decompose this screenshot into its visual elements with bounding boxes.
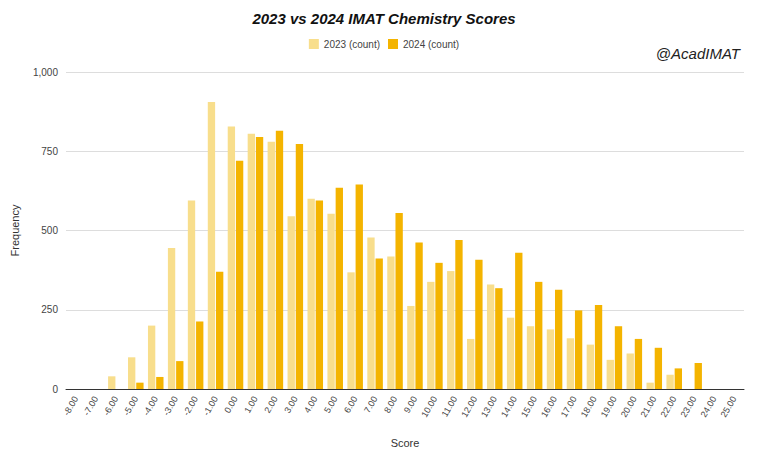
svg-text:-4.00: -4.00 bbox=[141, 394, 160, 417]
svg-text:500: 500 bbox=[41, 225, 58, 236]
svg-text:-5.00: -5.00 bbox=[121, 394, 140, 417]
svg-text:-7.00: -7.00 bbox=[81, 394, 100, 417]
svg-text:10.00: 10.00 bbox=[419, 394, 439, 418]
svg-text:12.00: 12.00 bbox=[459, 394, 479, 418]
svg-text:250: 250 bbox=[41, 304, 58, 315]
svg-text:4.00: 4.00 bbox=[302, 394, 319, 414]
svg-text:25.00: 25.00 bbox=[718, 394, 738, 418]
svg-text:2023 vs 2024 IMAT Chemistry Sc: 2023 vs 2024 IMAT Chemistry Scores bbox=[251, 10, 515, 27]
svg-text:750: 750 bbox=[41, 146, 58, 157]
svg-text:Frequency: Frequency bbox=[9, 204, 21, 256]
svg-text:15.00: 15.00 bbox=[519, 394, 539, 418]
svg-text:0.00: 0.00 bbox=[222, 394, 239, 414]
svg-text:@AcadIMAT: @AcadIMAT bbox=[656, 45, 742, 62]
svg-text:23.00: 23.00 bbox=[679, 394, 699, 418]
svg-text:22.00: 22.00 bbox=[659, 394, 679, 418]
svg-text:6.00: 6.00 bbox=[342, 394, 359, 414]
svg-text:1,000: 1,000 bbox=[33, 67, 58, 78]
svg-text:17.00: 17.00 bbox=[559, 394, 579, 418]
svg-text:0: 0 bbox=[52, 384, 58, 395]
svg-text:9.00: 9.00 bbox=[402, 394, 419, 414]
svg-text:8.00: 8.00 bbox=[382, 394, 399, 414]
svg-text:14.00: 14.00 bbox=[499, 394, 519, 418]
svg-text:5.00: 5.00 bbox=[322, 394, 339, 414]
svg-text:19.00: 19.00 bbox=[599, 394, 619, 418]
svg-text:Score: Score bbox=[391, 437, 420, 449]
svg-text:-8.00: -8.00 bbox=[61, 394, 80, 417]
svg-text:11.00: 11.00 bbox=[440, 394, 460, 418]
svg-text:-1.00: -1.00 bbox=[201, 394, 220, 417]
svg-text:16.00: 16.00 bbox=[539, 394, 559, 418]
svg-text:2023 (count): 2023 (count) bbox=[324, 39, 380, 50]
svg-text:2.00: 2.00 bbox=[262, 394, 279, 414]
svg-text:21.00: 21.00 bbox=[639, 394, 659, 418]
svg-text:2024 (count): 2024 (count) bbox=[403, 39, 459, 50]
svg-text:1.00: 1.00 bbox=[242, 394, 259, 414]
svg-text:-3.00: -3.00 bbox=[161, 394, 180, 417]
svg-text:-6.00: -6.00 bbox=[101, 394, 120, 417]
svg-text:7.00: 7.00 bbox=[362, 394, 379, 414]
svg-text:3.00: 3.00 bbox=[282, 394, 299, 414]
svg-text:20.00: 20.00 bbox=[619, 394, 639, 418]
svg-text:13.00: 13.00 bbox=[479, 394, 499, 418]
svg-text:24.00: 24.00 bbox=[699, 394, 719, 418]
svg-text:18.00: 18.00 bbox=[579, 394, 599, 418]
svg-text:-2.00: -2.00 bbox=[181, 394, 200, 417]
